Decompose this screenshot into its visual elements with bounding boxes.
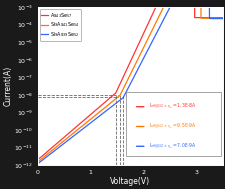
Y-axis label: Current(A): Current(A) xyxy=(3,66,12,106)
Text: I$_{off@1/2\times v_{th}}$ =1.3E-8A: I$_{off@1/2\times v_{th}}$ =1.3E-8A xyxy=(148,102,196,112)
X-axis label: Voltage(V): Voltage(V) xyxy=(110,177,149,186)
Bar xyxy=(126,92,220,156)
Text: I$_{off@1/2\times v_{th}}$ =7.0E-9A: I$_{off@1/2\times v_{th}}$ =7.0E-9A xyxy=(148,142,196,151)
Legend: As$_{43}$Se$_{57}$, Si$_9$As$_{41}$Se$_{54}$, Si$_9$As$_{39}$Se$_{52}$: As$_{43}$Se$_{57}$, Si$_9$As$_{41}$Se$_{… xyxy=(40,9,80,40)
Text: I$_{off@1/2\times v_{th}}$ =9.5E-9A: I$_{off@1/2\times v_{th}}$ =9.5E-9A xyxy=(148,122,196,131)
